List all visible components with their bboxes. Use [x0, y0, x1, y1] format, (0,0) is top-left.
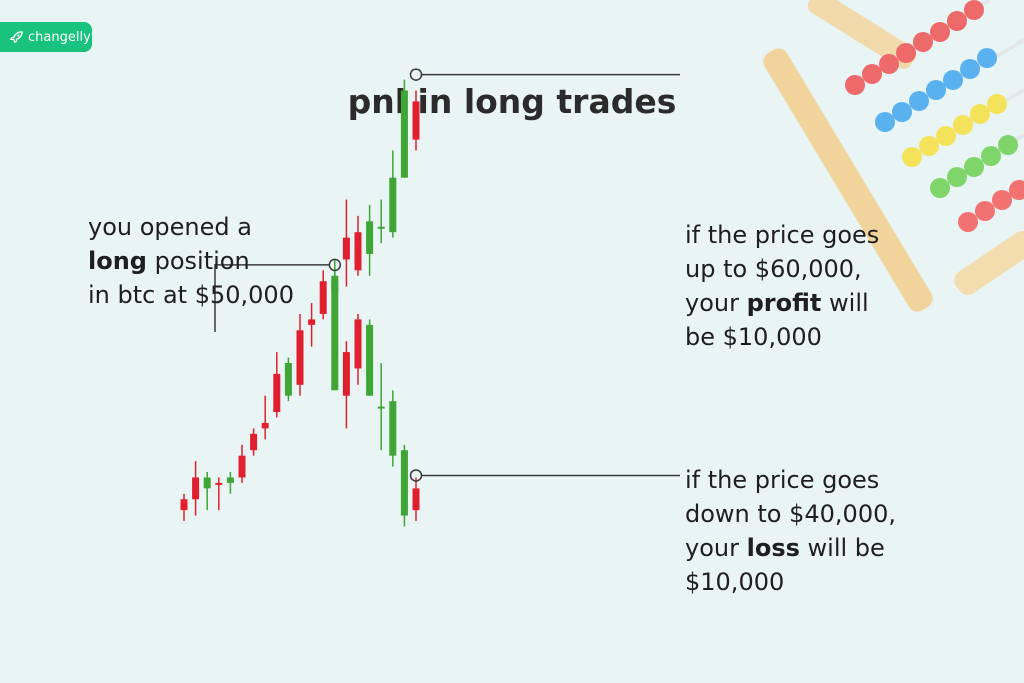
entry-line-2: long position: [88, 244, 294, 278]
candle-0: [180, 499, 188, 511]
profit-line-2: up to $60,000,: [685, 255, 862, 283]
candle-10: [296, 330, 304, 385]
candle-down-4: [377, 406, 385, 409]
candle-up-5: [400, 90, 408, 178]
loss-post: will be: [807, 534, 885, 562]
candle-down-5: [389, 401, 397, 456]
entry-line-3: in btc at $50,000: [88, 281, 294, 309]
loss-marker: [409, 469, 423, 482]
abacus-beads: [845, 0, 1024, 232]
candle-up-6: [412, 101, 420, 140]
candle-2: [203, 477, 211, 489]
candle-up-4: [389, 177, 397, 233]
entry-marker: [328, 258, 342, 272]
candle-up-0: [342, 237, 350, 260]
loss-line-1: if the price goes: [685, 466, 880, 494]
candle-8: [273, 373, 281, 413]
abacus-frame: [763, 0, 1024, 312]
candle-7: [261, 422, 269, 429]
candle-4: [226, 477, 234, 483]
candle-up-3: [377, 226, 385, 229]
candle-up-2: [366, 221, 374, 254]
candle-up-1: [354, 232, 362, 271]
brand-name: changelly: [28, 29, 91, 45]
profit-marker: [409, 68, 423, 81]
profit-pre: your: [685, 289, 739, 317]
candle-9: [284, 363, 292, 396]
loss-annotation: if the price goes down to $40,000, your …: [685, 463, 896, 599]
candle-6: [250, 433, 258, 451]
loss-line-2: down to $40,000,: [685, 500, 896, 528]
profit-line-4: be $10,000: [685, 323, 822, 351]
candle-5: [238, 455, 246, 478]
profit-line-3: your profit will: [685, 286, 879, 320]
candle-down-0: [331, 275, 339, 391]
loss-line-4: $10,000: [685, 568, 785, 596]
entry-post: position: [154, 247, 250, 275]
candle-12: [319, 281, 327, 314]
entry-leader-line: [214, 264, 329, 332]
profit-bold: profit: [746, 289, 822, 317]
loss-bold: loss: [746, 534, 800, 562]
entry-line-1: you opened a: [88, 213, 252, 241]
candle-11: [308, 319, 316, 325]
rocket-icon: [9, 30, 23, 43]
entry-bold: long: [88, 247, 147, 275]
profit-annotation: if the price goes up to $60,000, your pr…: [685, 218, 879, 354]
loss-line-3: your loss will be: [685, 531, 896, 565]
brand-logo[interactable]: changelly: [0, 22, 92, 52]
candle-1: [192, 477, 200, 500]
candle-down-1: [342, 352, 350, 396]
profit-line-1: if the price goes: [685, 221, 880, 249]
candle-down-2: [354, 319, 362, 369]
candle-down-6: [400, 450, 408, 516]
candle-down-7: [412, 488, 420, 511]
candle-down-3: [366, 324, 374, 396]
entry-annotation: you opened a long position in btc at $50…: [88, 210, 294, 312]
loss-pre: your: [685, 534, 739, 562]
candle-3: [215, 482, 223, 485]
profit-post: will: [829, 289, 869, 317]
